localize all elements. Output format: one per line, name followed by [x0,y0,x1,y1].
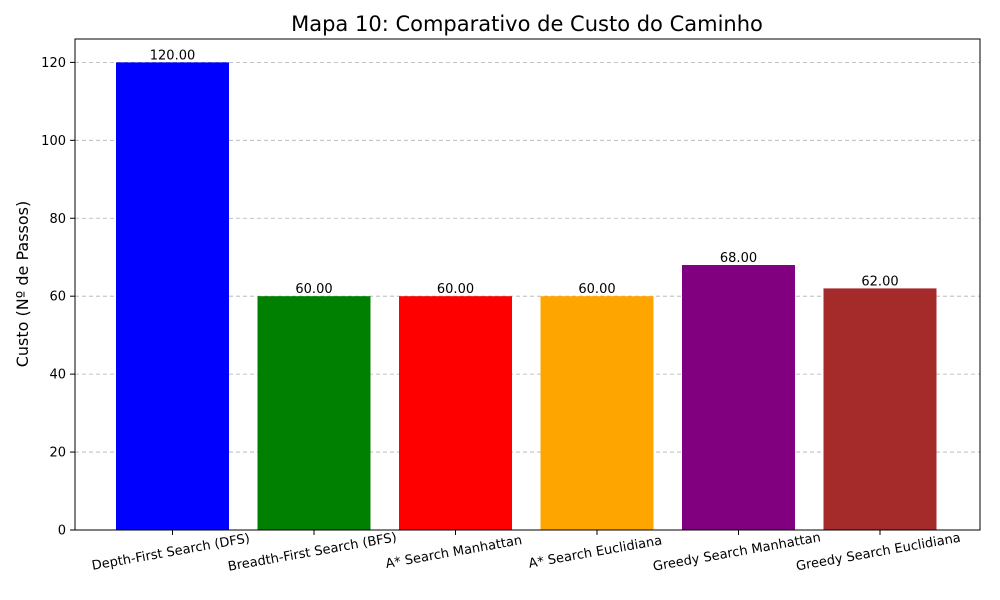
y-tick-label: 80 [49,212,66,227]
bar [540,296,654,530]
bar-value-label: 60.00 [295,282,332,297]
bar-value-label: 60.00 [578,282,615,297]
bar [682,265,795,530]
x-tick-label: A* Search Euclidiana [528,533,664,571]
x-tick-label: Breadth-First Search (BFS) [227,530,398,574]
x-tick-label: Depth-First Search (DFS) [91,531,251,574]
y-axis: 0 20 40 60 80 100 120 [41,56,75,539]
y-axis-label: Custo (Nº de Passos) [13,201,32,368]
y-tick-label: 100 [41,134,66,149]
bar [823,288,937,530]
bars [116,62,937,530]
bar [116,62,229,530]
bar-value-label: 68.00 [720,251,757,266]
bar-value-label: 120.00 [150,48,196,63]
y-tick-label: 120 [41,56,66,71]
y-tick-label: 60 [49,290,66,305]
chart-title: Mapa 10: Comparativo de Custo do Caminho [291,12,763,36]
bar-value-label: 62.00 [861,274,898,289]
x-tick-label: A* Search Manhattan [384,533,523,572]
bar [257,296,371,530]
y-tick-label: 40 [49,368,66,383]
plot-area-frame [74,38,981,531]
x-axis: Depth-First Search (DFS)Breadth-First Se… [91,530,962,575]
bar-value-label: 60.00 [437,282,474,297]
y-tick-label: 20 [49,446,66,461]
bar [399,296,512,530]
bar-value-labels: 120.00 60.00 60.00 60.00 68.00 62.00 [150,48,899,297]
y-tick-label: 0 [58,524,66,539]
